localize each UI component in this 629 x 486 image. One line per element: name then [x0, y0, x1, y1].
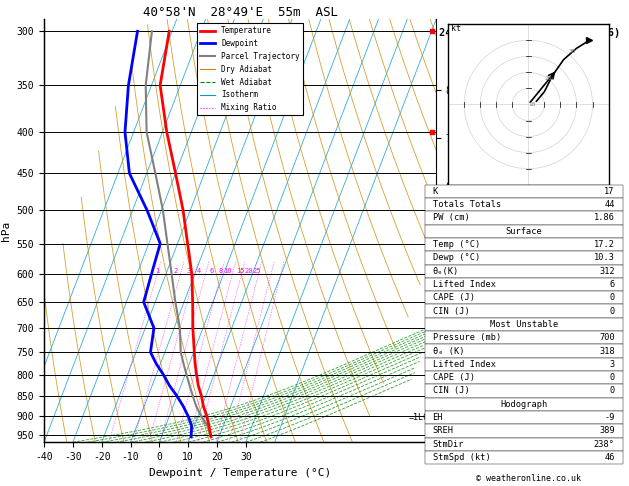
Text: θₑ(K): θₑ(K): [433, 267, 459, 276]
Text: 389: 389: [599, 426, 615, 435]
Text: 0: 0: [610, 373, 615, 382]
Text: 0: 0: [610, 307, 615, 315]
Text: 30: 30: [569, 49, 576, 54]
X-axis label: Dewpoint / Temperature (°C): Dewpoint / Temperature (°C): [149, 468, 331, 478]
Text: Lifted Index: Lifted Index: [433, 360, 496, 369]
Text: K: K: [433, 187, 438, 196]
FancyBboxPatch shape: [425, 304, 623, 318]
FancyBboxPatch shape: [425, 291, 623, 304]
Text: Lifted Index: Lifted Index: [433, 280, 496, 289]
FancyBboxPatch shape: [425, 185, 623, 198]
Text: 24.04.2024  09GMT  (Base: 06): 24.04.2024 09GMT (Base: 06): [439, 28, 620, 38]
FancyBboxPatch shape: [425, 451, 623, 464]
FancyBboxPatch shape: [425, 371, 623, 384]
Text: EH: EH: [433, 413, 443, 422]
FancyBboxPatch shape: [425, 437, 623, 451]
Text: StmSpd (kt): StmSpd (kt): [433, 453, 490, 462]
Text: 10: 10: [528, 102, 536, 107]
Text: SREH: SREH: [433, 426, 454, 435]
Text: 10: 10: [223, 268, 232, 274]
Text: 0: 0: [610, 293, 615, 302]
Text: 15: 15: [237, 268, 245, 274]
FancyBboxPatch shape: [425, 331, 623, 345]
Text: 6: 6: [610, 280, 615, 289]
Title: 40°58'N  28°49'E  55m  ASL: 40°58'N 28°49'E 55m ASL: [143, 6, 338, 19]
Text: StmDir: StmDir: [433, 440, 464, 449]
Text: 44: 44: [604, 200, 615, 209]
Text: Most Unstable: Most Unstable: [489, 320, 558, 329]
Text: 4: 4: [197, 268, 201, 274]
Text: kt: kt: [452, 24, 462, 33]
Text: CIN (J): CIN (J): [433, 386, 469, 396]
Y-axis label: km
ASL: km ASL: [460, 231, 477, 252]
FancyBboxPatch shape: [425, 318, 623, 331]
Text: Pressure (mb): Pressure (mb): [433, 333, 501, 342]
Text: 3: 3: [610, 360, 615, 369]
Text: -9: -9: [604, 413, 615, 422]
Text: 17.2: 17.2: [594, 240, 615, 249]
FancyBboxPatch shape: [425, 411, 623, 424]
FancyBboxPatch shape: [425, 238, 623, 251]
Text: 10.3: 10.3: [594, 253, 615, 262]
Text: 46: 46: [604, 453, 615, 462]
Text: Dewp (°C): Dewp (°C): [433, 253, 480, 262]
Text: Surface: Surface: [505, 227, 542, 236]
Text: 25: 25: [252, 268, 260, 274]
FancyBboxPatch shape: [425, 278, 623, 291]
Text: CAPE (J): CAPE (J): [433, 373, 474, 382]
FancyBboxPatch shape: [425, 345, 623, 358]
Text: 2: 2: [174, 268, 178, 274]
Text: 3: 3: [187, 268, 191, 274]
Text: 6: 6: [209, 268, 214, 274]
FancyBboxPatch shape: [425, 198, 623, 211]
Text: 318: 318: [599, 347, 615, 356]
Text: Temp (°C): Temp (°C): [433, 240, 480, 249]
Text: 8: 8: [218, 268, 223, 274]
Text: 0: 0: [610, 386, 615, 396]
Text: 312: 312: [599, 267, 615, 276]
Text: PW (cm): PW (cm): [433, 213, 469, 223]
Text: 20: 20: [245, 268, 253, 274]
Text: 1: 1: [155, 268, 159, 274]
Text: 700: 700: [599, 333, 615, 342]
Text: 17: 17: [604, 187, 615, 196]
FancyBboxPatch shape: [425, 398, 623, 411]
FancyBboxPatch shape: [425, 264, 623, 278]
FancyBboxPatch shape: [425, 384, 623, 398]
FancyBboxPatch shape: [425, 424, 623, 437]
FancyBboxPatch shape: [425, 251, 623, 264]
Text: 1.86: 1.86: [594, 213, 615, 223]
Text: CIN (J): CIN (J): [433, 307, 469, 315]
Text: Hodograph: Hodograph: [500, 400, 547, 409]
FancyBboxPatch shape: [425, 225, 623, 238]
Text: Totals Totals: Totals Totals: [433, 200, 501, 209]
Y-axis label: hPa: hPa: [1, 221, 11, 241]
Text: 238°: 238°: [594, 440, 615, 449]
Text: © weatheronline.co.uk: © weatheronline.co.uk: [476, 474, 581, 483]
Legend: Temperature, Dewpoint, Parcel Trajectory, Dry Adiabat, Wet Adiabat, Isotherm, Mi: Temperature, Dewpoint, Parcel Trajectory…: [197, 23, 303, 115]
Text: =1LCL: =1LCL: [408, 414, 433, 422]
Text: 20: 20: [544, 76, 552, 82]
Text: θₑ (K): θₑ (K): [433, 347, 464, 356]
Text: CAPE (J): CAPE (J): [433, 293, 474, 302]
FancyBboxPatch shape: [425, 211, 623, 225]
FancyBboxPatch shape: [425, 358, 623, 371]
